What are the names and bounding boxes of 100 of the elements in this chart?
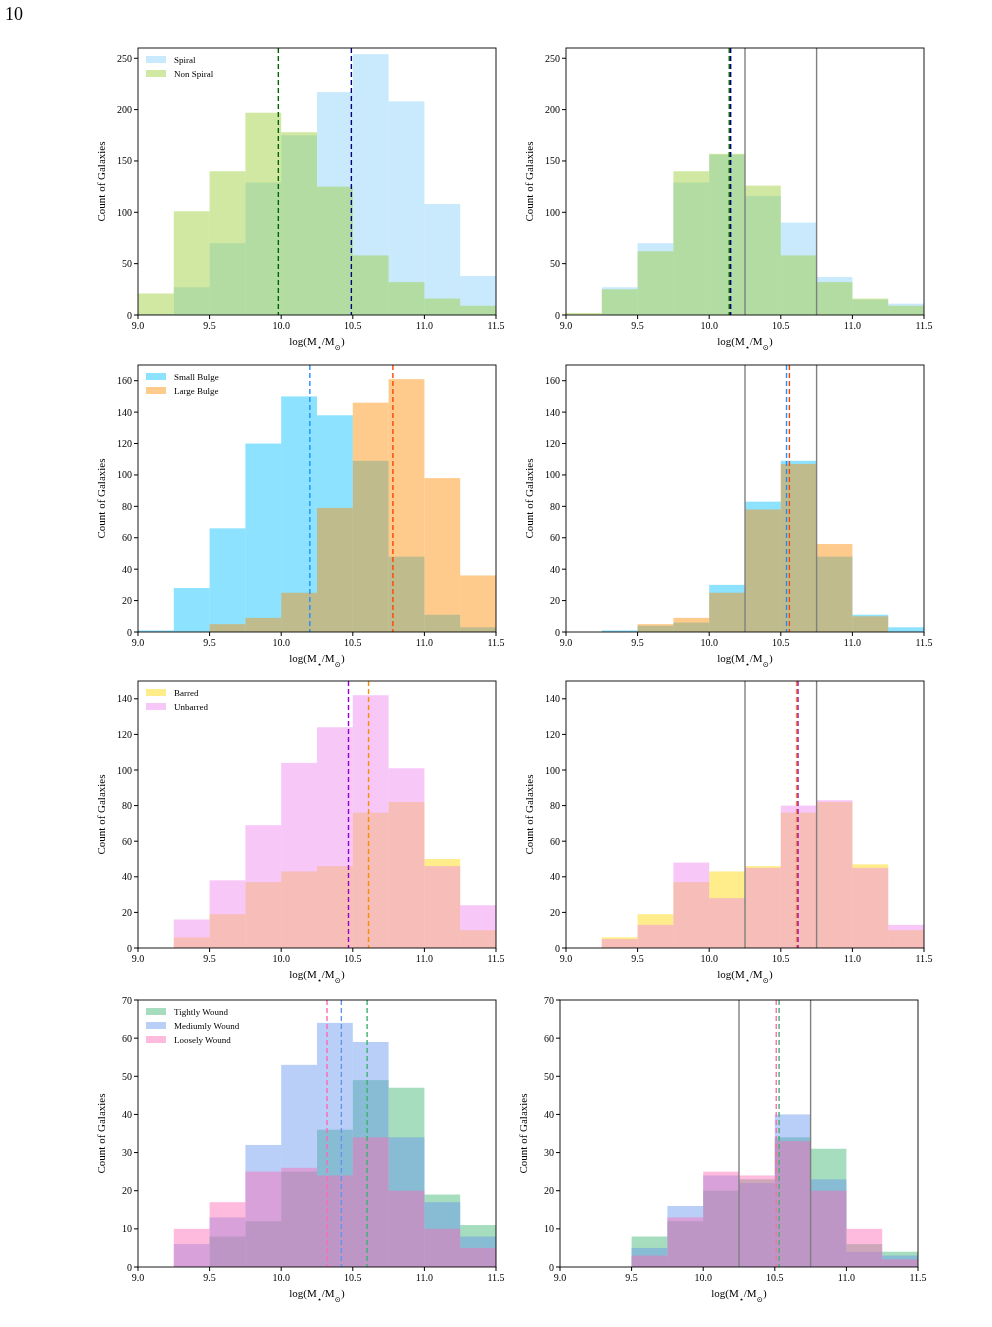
y-axis-title: Count of Galaxies [523,141,535,222]
y-tick-label: 100 [545,469,560,481]
x-tick-label: 11.5 [487,637,505,648]
x-tick-label: 9.5 [631,637,644,648]
y-tick-label: 140 [545,406,560,418]
y-tick-label: 0 [549,1261,554,1273]
y-tick-label: 60 [550,532,560,544]
x-tick-label: 10.0 [272,637,290,648]
y-tick-label: 60 [122,532,132,544]
legend-label: Non Spiral [174,69,214,79]
y-tick-label: 250 [545,52,560,64]
y-tick-label: 40 [550,871,560,883]
x-tick-label: 9.0 [131,1272,145,1283]
x-axis-title: log(M$_{⋆}$/M$_{⊙}$) [289,335,346,352]
y-tick-label: 200 [117,104,132,116]
y-tick-label: 100 [545,206,560,218]
y-tick-label: 40 [544,1108,554,1120]
y-tick-label: 70 [122,994,132,1006]
y-tick-label: 10 [544,1223,554,1235]
x-tick-label: 9.0 [559,320,573,331]
legend-label: Barred [174,688,199,698]
y-tick-label: 0 [127,626,132,638]
y-tick-label: 0 [127,1261,132,1273]
x-tick-label: 9.0 [131,320,145,331]
y-tick-label: 250 [117,52,132,64]
x-tick-label: 10.5 [344,637,362,648]
x-tick-label: 11.0 [415,637,433,648]
y-axis-title: Count of Galaxies [523,774,535,855]
x-tick-label: 10.0 [272,320,290,331]
x-tick-label: 11.0 [843,953,861,964]
legend-label: Unbarred [174,702,209,712]
y-tick-label: 100 [117,469,132,481]
y-axis-title: Count of Galaxies [95,141,107,222]
x-tick-label: 9.0 [553,1272,567,1283]
x-tick-label: 10.0 [700,953,718,964]
x-tick-label: 9.5 [625,1272,638,1283]
y-tick-label: 30 [122,1147,132,1159]
x-axis-title: log(M$_{⋆}$/M$_{⊙}$) [289,968,346,985]
text: 10 [5,4,23,24]
x-tick-label: 11.5 [487,1272,505,1283]
x-tick-label: 11.5 [909,1272,927,1283]
y-tick-label: 100 [545,764,560,776]
y-tick-label: 140 [117,693,132,705]
x-tick-label: 9.5 [203,953,216,964]
x-tick-label: 10.5 [772,953,790,964]
y-tick-label: 0 [555,626,560,638]
y-tick-label: 60 [550,835,560,847]
y-tick-label: 150 [545,155,560,167]
x-axis-title: log(M$_{⋆}$/M$_{⊙}$) [289,652,346,669]
y-tick-label: 0 [127,942,132,954]
x-tick-label: 11.0 [843,320,861,331]
y-tick-label: 20 [550,906,560,918]
y-tick-label: 0 [127,309,132,321]
x-tick-label: 10.5 [772,637,790,648]
legend-label: Tightly Wound [174,1007,229,1017]
y-tick-label: 0 [555,942,560,954]
y-axis-title: Count of Galaxies [95,774,107,855]
y-tick-label: 20 [122,595,132,607]
y-tick-label: 100 [117,764,132,776]
y-tick-label: 20 [544,1185,554,1197]
y-tick-label: 20 [550,595,560,607]
y-tick-label: 40 [122,563,132,575]
x-tick-label: 11.5 [915,320,933,331]
y-axis-title: Count of Galaxies [95,1093,107,1174]
x-tick-label: 9.0 [559,637,573,648]
x-tick-label: 9.0 [131,637,145,648]
x-tick-label: 10.0 [700,320,718,331]
y-tick-label: 60 [122,1032,132,1044]
x-tick-label: 10.0 [700,637,718,648]
x-tick-label: 10.5 [766,1272,784,1283]
x-axis-title: log(M$_{⋆}$/M$_{⊙}$) [717,652,774,669]
y-tick-label: 80 [122,800,132,812]
x-tick-label: 10.0 [272,953,290,964]
x-axis-title: log(M$_{⋆}$/M$_{⊙}$) [289,1287,346,1304]
y-tick-label: 20 [122,906,132,918]
y-tick-label: 200 [545,104,560,116]
legend-label: Small Bulge [174,372,219,382]
y-tick-label: 40 [122,871,132,883]
x-tick-label: 10.5 [344,953,362,964]
y-axis-title: Count of Galaxies [523,458,535,539]
legend-label: Spiral [174,55,196,65]
x-tick-label: 11.5 [487,320,505,331]
x-tick-label: 9.5 [203,1272,216,1283]
y-axis-title: Count of Galaxies [95,458,107,539]
y-tick-label: 120 [117,728,132,740]
y-tick-label: 20 [122,1185,132,1197]
y-tick-label: 10 [122,1223,132,1235]
y-tick-label: 80 [550,800,560,812]
x-tick-label: 9.5 [631,320,644,331]
y-tick-label: 100 [117,206,132,218]
x-axis-title: log(M$_{⋆}$/M$_{⊙}$) [717,335,774,352]
y-tick-label: 0 [555,309,560,321]
x-tick-label: 9.5 [631,953,644,964]
x-tick-label: 9.5 [203,320,216,331]
y-tick-label: 40 [550,563,560,575]
y-tick-label: 160 [117,375,132,387]
x-tick-label: 11.5 [915,637,933,648]
x-tick-label: 10.5 [344,320,362,331]
y-tick-label: 150 [117,155,132,167]
y-tick-label: 50 [122,258,132,270]
